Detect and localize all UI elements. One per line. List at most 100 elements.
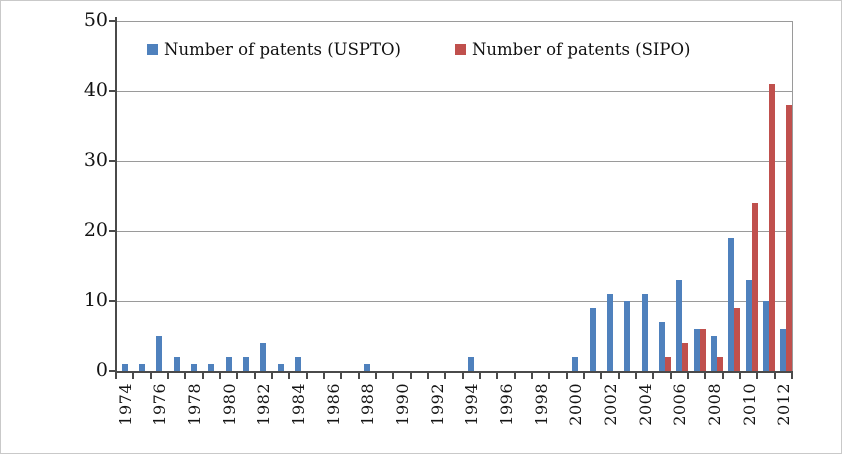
y-axis-label: 0	[95, 359, 108, 381]
x-axis-tick	[652, 373, 655, 379]
x-axis-label-1990: 1990	[393, 383, 412, 426]
x-axis-tick	[236, 373, 239, 379]
x-axis-tick	[669, 373, 672, 379]
x-axis-tick	[149, 373, 152, 379]
bar-uspto-2003	[624, 301, 631, 371]
bar-uspto-2001	[589, 308, 596, 371]
bar-uspto-2010	[745, 280, 752, 371]
x-axis-tick	[721, 373, 724, 379]
y-axis-tick	[109, 90, 116, 92]
x-axis-tick	[340, 373, 343, 379]
bar-uspto-1979	[208, 364, 215, 371]
x-axis-label-1998: 1998	[531, 383, 551, 426]
x-axis-tick	[565, 373, 568, 379]
x-axis-label-1976: 1976	[150, 383, 170, 426]
x-axis-label-1994: 1994	[462, 383, 482, 426]
x-axis-tick	[479, 373, 481, 379]
y-axis-tick	[109, 20, 116, 22]
bar-uspto-1983	[277, 364, 284, 371]
bar-uspto-2009	[728, 238, 735, 371]
x-axis-label-1984: 1984	[289, 383, 308, 426]
legend-swatch-sipo-icon	[454, 44, 466, 55]
x-axis-tick	[357, 373, 360, 379]
x-axis-tick	[323, 373, 325, 379]
x-axis-tick	[392, 373, 395, 379]
y-axis-line	[115, 17, 117, 377]
legend-swatch-uspto-icon	[147, 44, 158, 55]
bar-uspto-1977	[173, 357, 180, 371]
bar-uspto-2007	[693, 329, 700, 371]
bar-uspto-1982	[260, 343, 267, 371]
y-axis-tick	[109, 230, 116, 232]
x-axis-label-1982: 1982	[254, 383, 274, 426]
x-axis-tick	[219, 373, 221, 379]
x-axis-tick	[201, 373, 204, 379]
bar-uspto-2002	[607, 294, 613, 371]
x-axis-line	[115, 371, 793, 373]
bar-uspto-1974	[121, 364, 128, 371]
x-axis-label-2002: 2002	[601, 383, 620, 426]
bar-uspto-2004	[641, 294, 648, 371]
x-axis-label-2006: 2006	[670, 383, 690, 426]
legend-label-uspto: Number of patents (USPTO)	[164, 39, 401, 59]
x-axis-tick	[409, 373, 412, 379]
x-axis-tick	[288, 373, 291, 379]
x-axis-tick	[617, 373, 620, 379]
gridline-10	[116, 300, 792, 302]
y-axis-tick	[109, 160, 116, 162]
x-axis-tick	[704, 373, 707, 379]
x-axis-tick	[687, 373, 689, 379]
x-axis-tick	[548, 373, 551, 379]
x-axis-tick	[773, 373, 776, 379]
x-axis-label-1980: 1980	[219, 383, 239, 426]
gridline-40	[116, 90, 792, 92]
bar-uspto-1976	[156, 336, 163, 371]
x-axis-tick	[583, 373, 585, 379]
y-axis-label: 50	[83, 9, 108, 31]
bar-sipo-2009	[734, 308, 741, 371]
bar-sipo-2012	[786, 105, 793, 371]
x-axis-label-2004: 2004	[635, 383, 655, 426]
bar-sipo-2011	[769, 84, 775, 371]
x-axis-tick	[115, 373, 117, 379]
bar-sipo-2010	[751, 203, 758, 371]
x-axis-label-1978: 1978	[185, 383, 204, 426]
x-axis-tick	[600, 373, 603, 379]
x-axis-tick	[791, 373, 793, 379]
bar-sipo-2006	[682, 343, 689, 371]
y-axis-tick	[109, 370, 116, 372]
x-axis-tick	[756, 373, 759, 379]
x-axis-label-1992: 1992	[427, 383, 447, 426]
x-axis-tick	[305, 373, 308, 379]
chart-legend: Number of patents (USPTO) Number of pate…	[147, 37, 691, 61]
y-axis-tick	[109, 300, 116, 302]
gridline-20	[116, 230, 792, 232]
legend-label-sipo: Number of patents (SIPO)	[471, 39, 691, 59]
x-axis-label-2010: 2010	[739, 383, 759, 426]
x-axis-tick	[496, 373, 499, 379]
bar-sipo-2005	[665, 357, 671, 371]
x-axis-tick	[427, 373, 429, 379]
x-axis-tick	[375, 373, 377, 379]
x-axis-label-2000: 2000	[566, 383, 586, 426]
bar-uspto-1980	[225, 357, 232, 371]
y-axis-label: 40	[83, 79, 108, 101]
y-axis-label: 30	[83, 149, 108, 171]
x-axis-label-1988: 1988	[358, 383, 378, 426]
x-axis-tick	[513, 373, 516, 379]
gridline-30	[116, 160, 792, 162]
bar-uspto-2005	[659, 322, 665, 371]
x-axis-tick	[461, 373, 464, 379]
bar-uspto-2000	[572, 357, 579, 371]
bar-uspto-2006	[676, 280, 683, 371]
x-axis-label-1974: 1974	[115, 383, 135, 426]
plot-right-border	[792, 21, 793, 371]
x-axis-tick	[132, 373, 135, 379]
x-axis-tick	[184, 373, 187, 379]
x-axis-tick	[739, 373, 741, 379]
bar-uspto-1975	[139, 364, 145, 371]
bar-uspto-1978	[191, 364, 197, 371]
gridline-50	[116, 20, 792, 22]
